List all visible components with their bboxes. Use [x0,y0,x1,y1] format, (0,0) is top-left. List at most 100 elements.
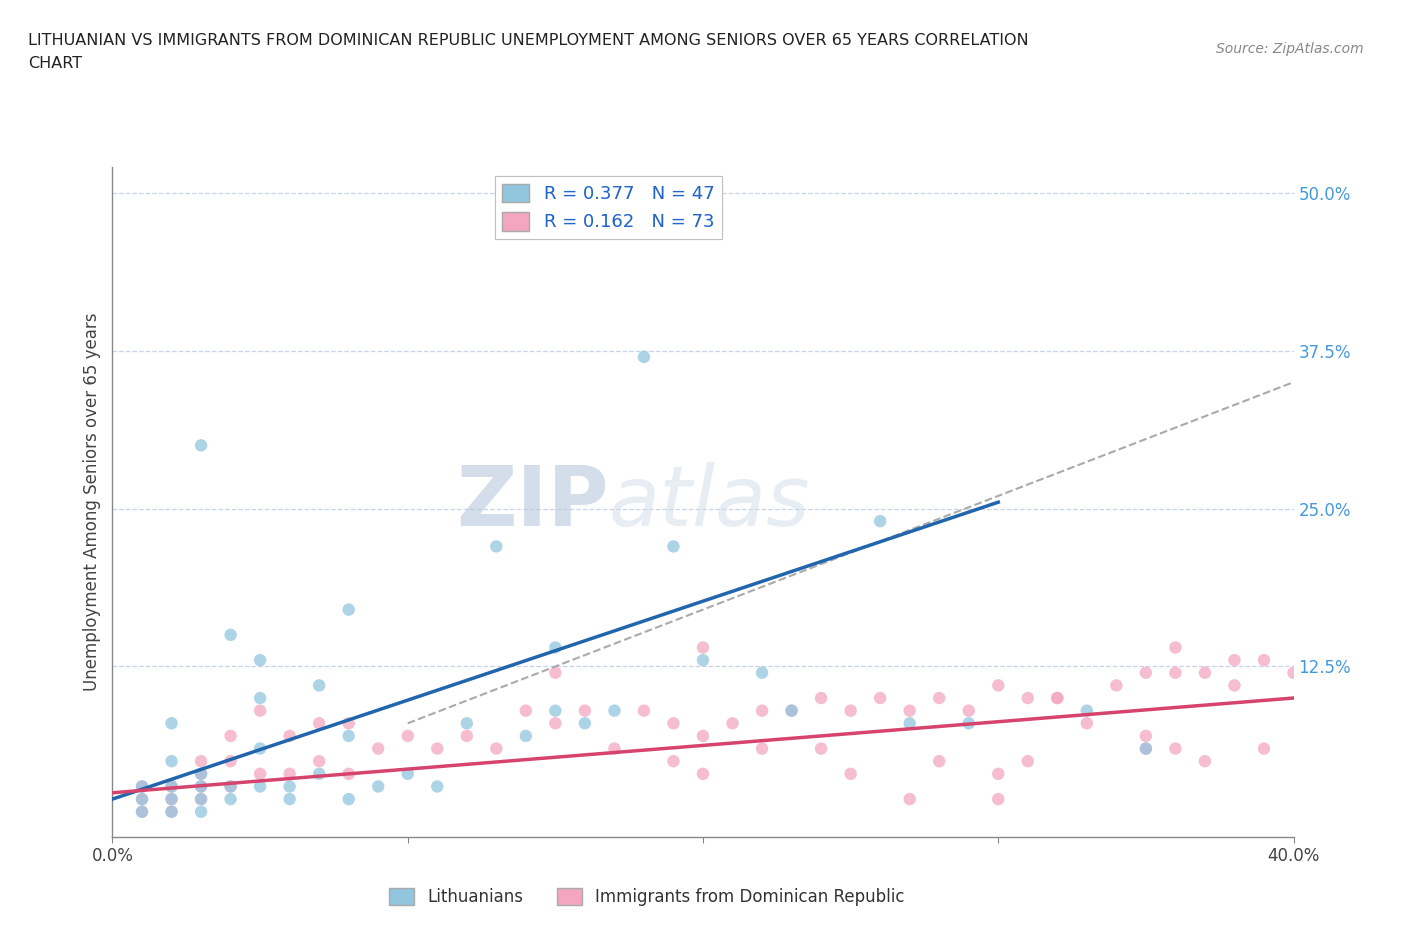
Point [1164,665,1187,680]
Point [131,779,153,794]
Point [190,804,212,819]
Point [515,703,537,718]
Point [219,753,242,768]
Point [308,766,330,781]
Point [131,804,153,819]
Point [219,628,242,643]
Point [160,791,183,806]
Point [337,602,360,617]
Point [869,513,891,528]
Point [780,703,803,718]
Point [308,678,330,693]
Point [337,791,360,806]
Point [249,766,271,781]
Point [987,766,1010,781]
Point [574,716,596,731]
Legend: Lithuanians, Immigrants from Dominican Republic: Lithuanians, Immigrants from Dominican R… [382,881,911,912]
Point [160,716,183,731]
Point [1076,716,1098,731]
Point [367,779,389,794]
Point [544,716,567,731]
Point [692,653,714,668]
Point [396,728,419,743]
Point [928,691,950,706]
Point [810,741,832,756]
Point [131,779,153,794]
Point [190,766,212,781]
Y-axis label: Unemployment Among Seniors over 65 years: Unemployment Among Seniors over 65 years [83,313,101,691]
Point [780,703,803,718]
Point [278,728,301,743]
Text: Source: ZipAtlas.com: Source: ZipAtlas.com [1216,42,1364,56]
Point [219,728,242,743]
Point [1135,741,1157,756]
Text: LITHUANIAN VS IMMIGRANTS FROM DOMINICAN REPUBLIC UNEMPLOYMENT AMONG SENIORS OVER: LITHUANIAN VS IMMIGRANTS FROM DOMINICAN … [28,33,1029,47]
Point [160,804,183,819]
Point [337,766,360,781]
Point [190,791,212,806]
Point [308,716,330,731]
Point [544,665,567,680]
Point [869,691,891,706]
Point [1135,665,1157,680]
Point [1135,741,1157,756]
Point [337,716,360,731]
Point [751,665,773,680]
Point [633,703,655,718]
Point [662,539,685,554]
Point [249,703,271,718]
Point [485,539,508,554]
Point [131,804,153,819]
Point [485,741,508,756]
Point [219,779,242,794]
Point [190,438,212,453]
Point [190,791,212,806]
Text: CHART: CHART [28,56,82,71]
Point [249,691,271,706]
Legend: R = 0.377   N = 47, R = 0.162   N = 73: R = 0.377 N = 47, R = 0.162 N = 73 [495,177,721,239]
Point [574,703,596,718]
Point [928,753,950,768]
Point [839,703,862,718]
Point [544,640,567,655]
Point [1076,703,1098,718]
Text: atlas: atlas [609,461,810,543]
Point [662,716,685,731]
Point [278,779,301,794]
Point [160,791,183,806]
Point [662,753,685,768]
Point [160,779,183,794]
Point [426,741,449,756]
Point [456,728,478,743]
Point [987,678,1010,693]
Point [1135,728,1157,743]
Point [219,779,242,794]
Point [160,804,183,819]
Point [1017,753,1039,768]
Point [456,716,478,731]
Point [603,741,626,756]
Point [898,716,921,731]
Point [898,703,921,718]
Point [337,728,360,743]
Point [839,766,862,781]
Point [1253,653,1275,668]
Point [249,779,271,794]
Point [396,766,419,781]
Point [810,691,832,706]
Point [1223,653,1246,668]
Point [190,753,212,768]
Point [1164,640,1187,655]
Point [544,703,567,718]
Point [957,703,980,718]
Point [1046,691,1069,706]
Point [692,640,714,655]
Point [1223,678,1246,693]
Point [1164,741,1187,756]
Point [751,741,773,756]
Point [249,741,271,756]
Point [1194,665,1216,680]
Point [1046,691,1069,706]
Point [367,741,389,756]
Point [190,779,212,794]
